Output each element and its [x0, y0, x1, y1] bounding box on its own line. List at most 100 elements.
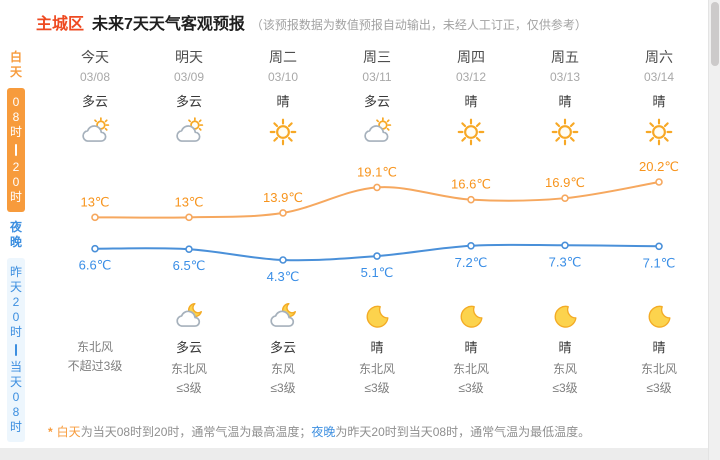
day-date: 03/09 — [173, 70, 205, 84]
day-name: 今天 — [81, 49, 109, 65]
night-forecast-grid: 东北风 不超过3级 多云 东北风 ≤3级 多云 东风 ≤3级 晴 东北风 ≤3级… — [48, 297, 706, 397]
day-condition: 多云 — [81, 94, 108, 109]
temp-label: 13℃ — [80, 194, 109, 209]
page-subtitle: （该预报数据为数值预报自动输出，未经人工订正，仅供参考） — [250, 18, 587, 32]
wind-level: ≤3级 — [552, 381, 578, 395]
wind-direction: 东北风 — [452, 362, 489, 376]
moon-icon — [612, 297, 706, 337]
temp-label: 6.6℃ — [79, 258, 112, 273]
cloud-moon-icon — [142, 297, 236, 337]
night-forecast-column: 多云 东北风 ≤3级 — [142, 297, 236, 397]
night-weather-icon — [48, 297, 142, 337]
wind-direction: 东北风 — [170, 362, 207, 376]
weather-forecast-panel: 主城区 未来7天天气客观预报 （该预报数据为数值预报自动输出，未经人工订正，仅供… — [0, 0, 708, 448]
day-condition: 晴 — [276, 94, 290, 109]
sun-icon — [518, 112, 612, 152]
footnote: * 白天为当天08时到20时，通常气温为最高温度；夜晚为昨天20时到当天08时，通… — [48, 423, 706, 440]
day-forecast-column: 明天 03/09 多云 — [142, 46, 236, 152]
night-forecast-column: 多云 东风 ≤3级 — [236, 297, 330, 397]
day-forecast-column: 周二 03/10 晴 — [236, 46, 330, 152]
moon-icon — [424, 297, 518, 337]
temp-point — [561, 194, 569, 202]
footnote-night-term: 夜晚 — [311, 425, 336, 439]
temp-point — [655, 242, 663, 251]
footnote-day-term: 白天 — [56, 425, 81, 439]
day-date: 03/08 — [79, 70, 111, 84]
footnote-day-text: 为当天08时到20时，通常气温为最高温度； — [80, 425, 312, 439]
temp-point — [279, 256, 287, 264]
forecast-main: 今天 03/08 多云 明天 03/09 多云 周二 03/10 晴 周三 03… — [48, 46, 706, 440]
night-forecast-column: 东北风 不超过3级 — [48, 297, 142, 397]
night-condition: 晴 — [652, 340, 666, 355]
wind-level: ≤3级 — [646, 381, 672, 395]
temp-label: 16.9℃ — [545, 175, 585, 190]
night-condition: 晴 — [464, 340, 478, 355]
day-forecast-column: 今天 03/08 多云 — [48, 46, 142, 152]
night-condition: 多云 — [269, 340, 296, 355]
temp-label: 13℃ — [174, 194, 203, 209]
vertical-scrollbar[interactable] — [708, 0, 720, 460]
temp-point — [373, 252, 381, 260]
day-name: 周四 — [457, 49, 485, 65]
wind-level: ≤3级 — [270, 381, 296, 395]
night-forecast-column: 晴 东北风 ≤3级 — [424, 297, 518, 397]
wind-direction: 东北风 — [76, 340, 113, 354]
wind-direction: 东北风 — [358, 362, 395, 376]
temp-point — [185, 213, 193, 222]
day-name: 周三 — [363, 49, 391, 65]
day-condition: 多云 — [175, 94, 202, 109]
night-condition: 多云 — [175, 340, 202, 355]
page-title: 未来7天天气客观预报 — [92, 16, 245, 33]
sun-icon — [424, 112, 518, 152]
temp-point — [373, 183, 381, 192]
temp-point — [185, 245, 193, 254]
day-name: 明天 — [175, 49, 203, 65]
day-date: 03/12 — [455, 70, 487, 84]
footnote-asterisk: * — [48, 425, 53, 439]
temp-label: 16.6℃ — [451, 177, 491, 192]
temp-point — [467, 241, 475, 250]
page-header: 主城区 未来7天天气客观预报 （该预报数据为数值预报自动输出，未经人工订正，仅供… — [0, 0, 708, 34]
temp-label: 4.3℃ — [267, 269, 300, 284]
scrollbar-thumb[interactable] — [711, 2, 719, 66]
region-label: 主城区 — [36, 16, 85, 33]
day-condition: 晴 — [558, 94, 572, 109]
wind-level: ≤3级 — [176, 381, 202, 395]
night-forecast-column: 晴 东风 ≤3级 — [518, 297, 612, 397]
temp-label: 13.9℃ — [263, 190, 303, 205]
day-forecast-column: 周六 03/14 晴 — [612, 46, 706, 152]
day-date: 03/13 — [549, 70, 581, 84]
cloud-sun-icon — [330, 112, 424, 152]
sun-icon — [236, 112, 330, 152]
cloud-sun-icon — [48, 112, 142, 152]
night-forecast-column: 晴 东北风 ≤3级 — [330, 297, 424, 397]
moon-icon — [518, 297, 612, 337]
night-forecast-column: 晴 东北风 ≤3级 — [612, 297, 706, 397]
day-forecast-column: 周三 03/11 多云 — [330, 46, 424, 152]
wind-level: 不超过3级 — [67, 359, 123, 373]
day-date: 03/14 — [643, 70, 675, 84]
day-condition: 多云 — [363, 94, 390, 109]
daytime-label: 白天 — [9, 50, 22, 79]
day-date: 03/11 — [362, 70, 392, 84]
temp-point — [279, 209, 287, 217]
cloud-moon-icon — [236, 297, 330, 337]
day-name: 周五 — [551, 49, 579, 65]
cloud-sun-icon — [142, 112, 236, 152]
night-label: 夜晚 — [9, 220, 22, 249]
temp-label: 5.1℃ — [361, 265, 394, 280]
temp-label: 6.5℃ — [173, 258, 206, 273]
wind-direction: 东北风 — [640, 362, 677, 376]
wind-level: ≤3级 — [364, 381, 390, 395]
day-name: 周六 — [645, 49, 673, 65]
day-condition: 晴 — [652, 94, 666, 109]
day-forecast-column: 周五 03/13 晴 — [518, 46, 612, 152]
temp-label: 19.1℃ — [357, 164, 397, 179]
temp-label: 7.3℃ — [549, 254, 582, 269]
wind-direction: 东风 — [552, 362, 577, 376]
day-forecast-column: 周四 03/12 晴 — [424, 46, 518, 152]
temp-label: 20.2℃ — [639, 159, 679, 174]
